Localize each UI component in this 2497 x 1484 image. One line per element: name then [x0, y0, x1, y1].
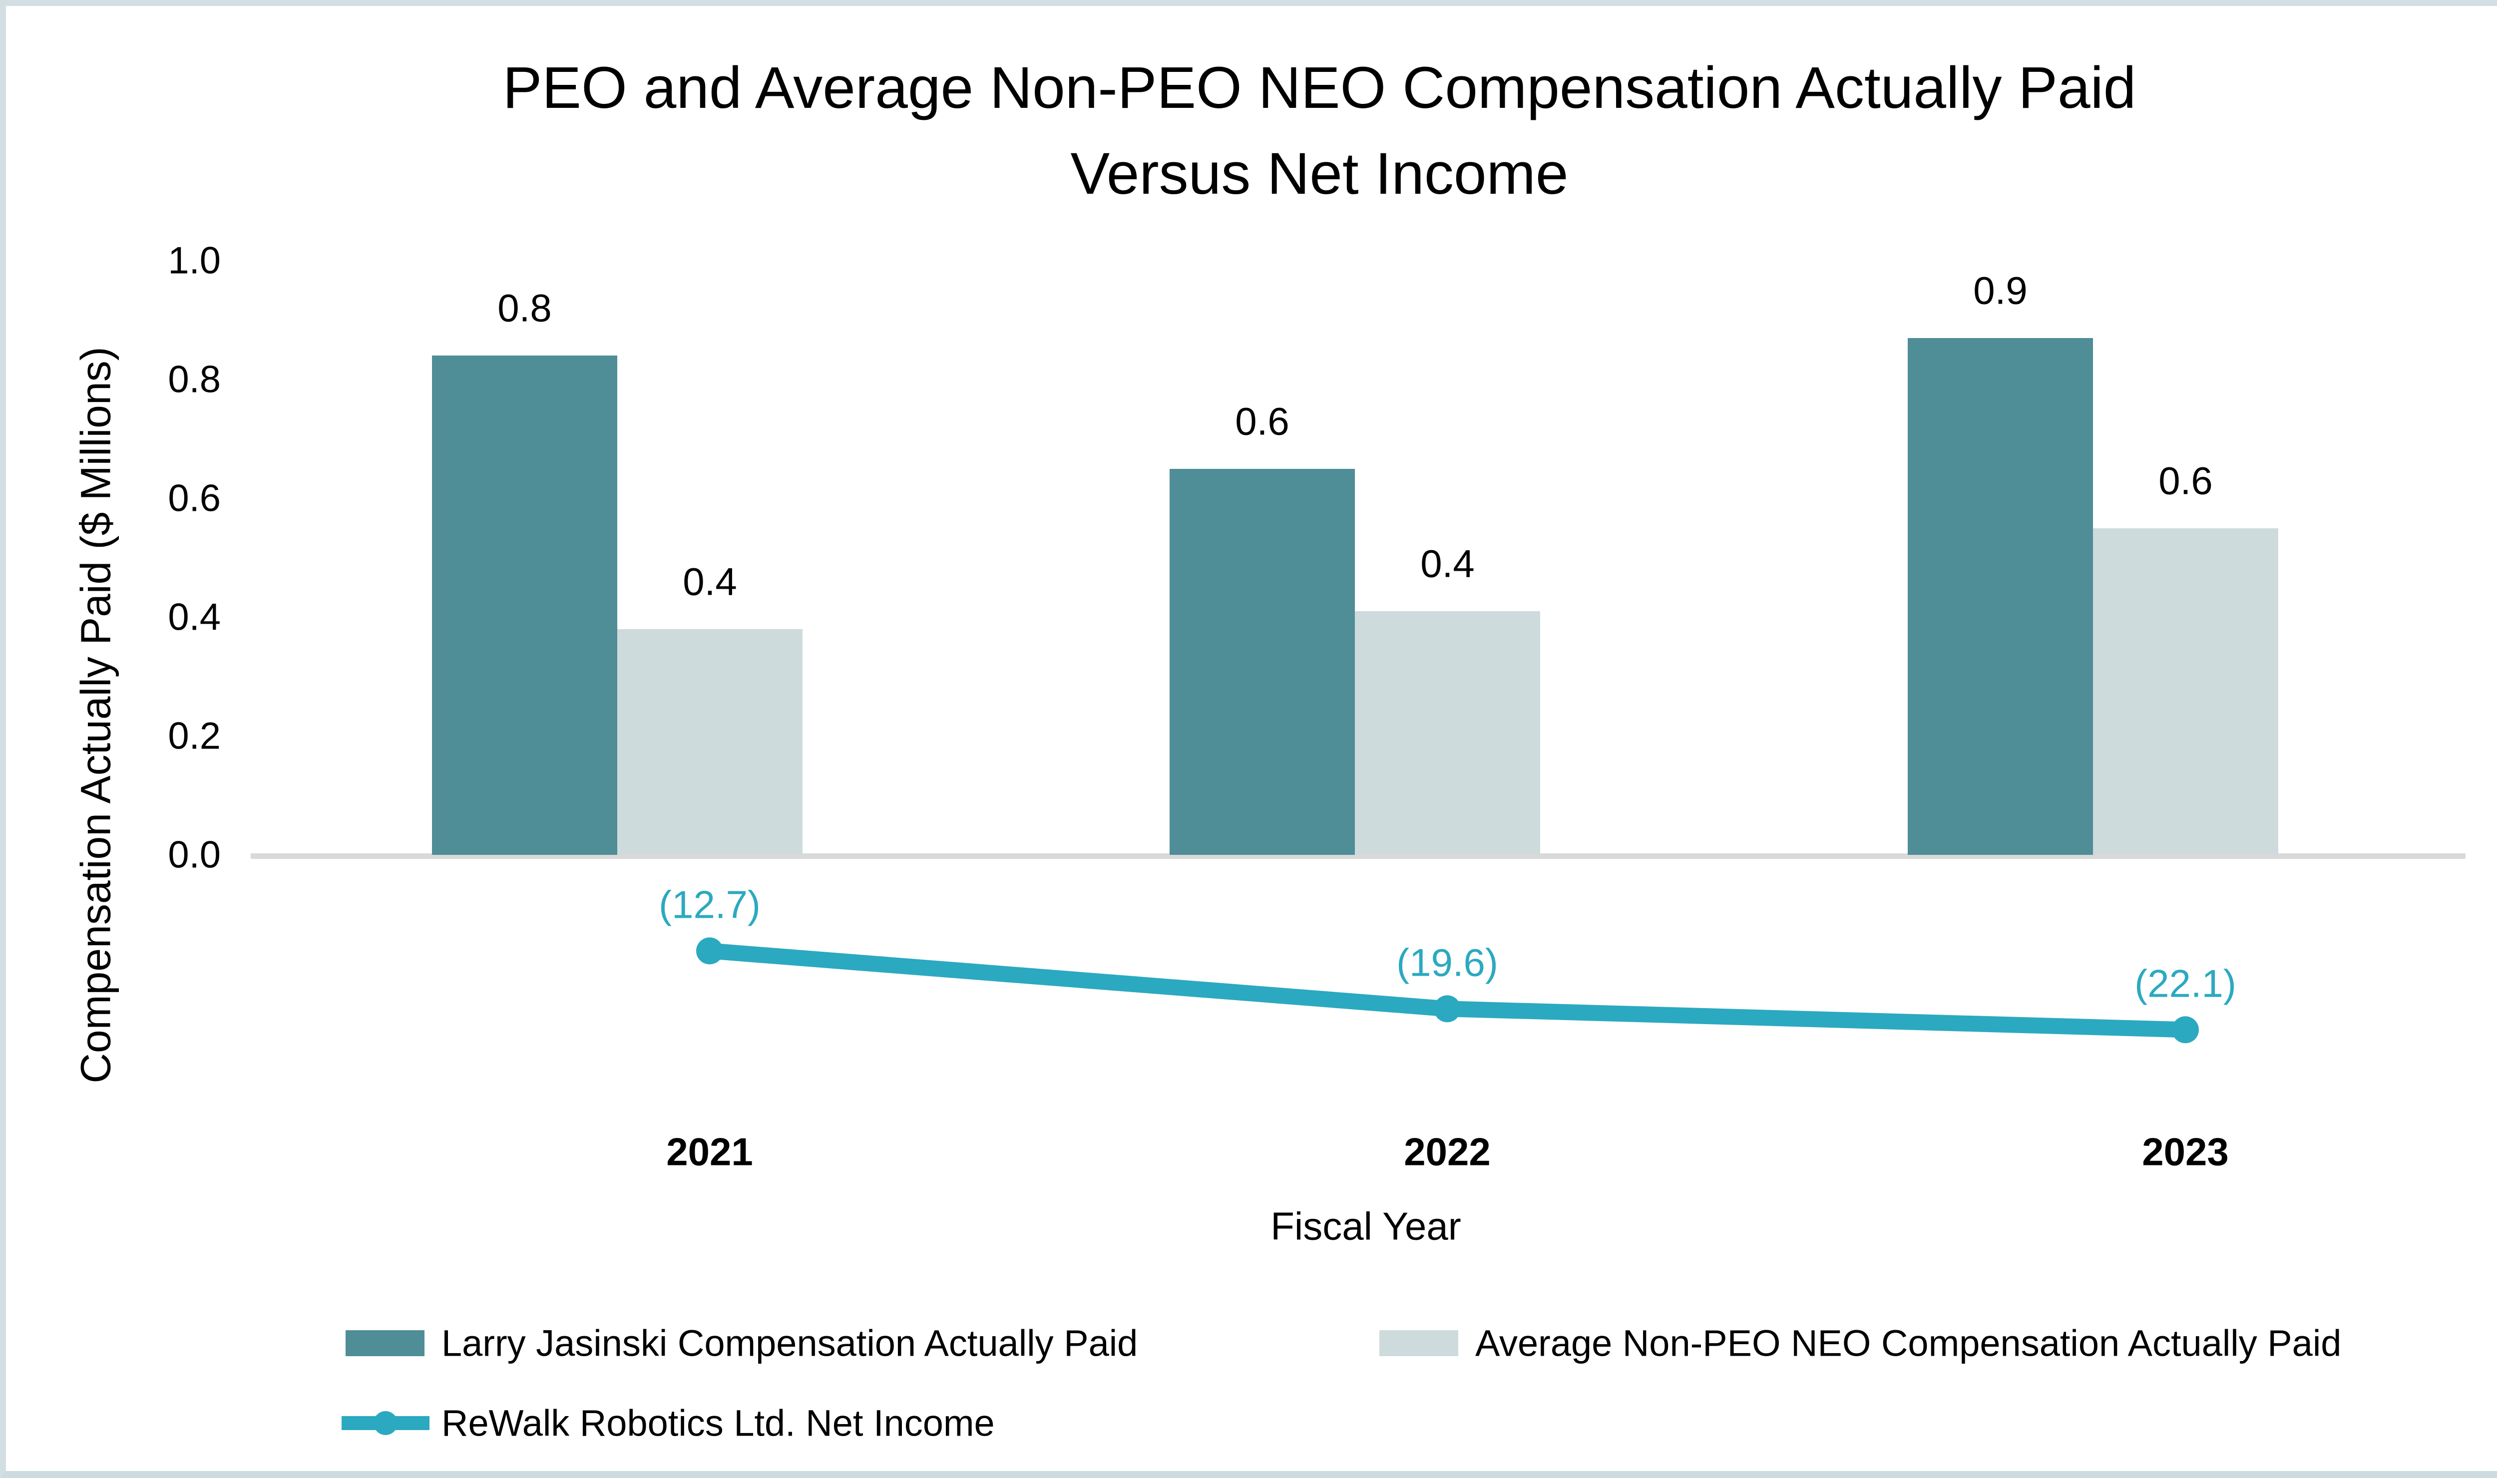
net-income-marker-2023 — [2172, 1016, 2199, 1044]
left-axis-tick-0.8: 0.8 — [168, 358, 221, 401]
legend-swatch-nonpeo — [1379, 1330, 1458, 1356]
zero-baseline-gridline — [251, 853, 2466, 859]
chart-title-line2: Versus Net Income — [1070, 141, 1569, 207]
legend-swatch-peo — [346, 1330, 424, 1356]
left-axis-tick-1.0: 1.0 — [168, 239, 221, 282]
right-axis-tick-0: 0 — [2496, 823, 2497, 866]
line-label-2023: (22.1) — [2134, 961, 2236, 1006]
bar-peo-2021 — [432, 356, 617, 855]
line-label-2022: (19.6) — [1396, 940, 1498, 985]
bar-label-nonpeo-2022: 0.4 — [1420, 541, 1475, 586]
net-income-marker-2022 — [1434, 995, 1461, 1023]
net-income-marker-2021 — [696, 937, 723, 965]
right-axis-tick-neg20neg: (20) — [2496, 991, 2497, 1034]
left-axis-tick-0.4: 0.4 — [168, 596, 221, 639]
x-axis-label-2022: 2022 — [1404, 1129, 1491, 1174]
right-axis-tick-neg30neg: (30) — [2496, 1075, 2497, 1118]
bar-nonpeo-2022 — [1355, 611, 1540, 855]
left-axis-tick-0.2: 0.2 — [168, 715, 221, 757]
bar-label-peo-2022: 0.6 — [1235, 399, 1289, 443]
right-axis-tick-neg10neg: (10) — [2496, 907, 2497, 950]
line-label-2021: (12.7) — [659, 882, 761, 927]
bar-nonpeo-2021 — [617, 629, 803, 855]
left-axis-tick-0.6: 0.6 — [168, 477, 221, 520]
x-axis-label-2021: 2021 — [666, 1129, 753, 1174]
left-axis-tick-0.0: 0.0 — [168, 833, 221, 876]
bar-label-peo-2023: 0.9 — [1973, 268, 2028, 313]
chart-title: PEO and Average Non-PEO NEO Compensation… — [6, 45, 2497, 217]
legend-label-peo: Larry Jasinski Compensation Actually Pai… — [441, 1322, 1138, 1364]
legend-label-nonpeo: Average Non-PEO NEO Compensation Actuall… — [1475, 1322, 2342, 1364]
bar-nonpeo-2023 — [2093, 528, 2278, 855]
chart-title-line1: PEO and Average Non-PEO NEO Compensation… — [502, 55, 2136, 121]
bar-label-nonpeo-2021: 0.4 — [683, 559, 737, 604]
x-axis-label-2023: 2023 — [2142, 1129, 2229, 1174]
bar-peo-2023 — [1908, 338, 2093, 855]
bar-label-peo-2021: 0.8 — [497, 286, 552, 330]
bar-label-nonpeo-2023: 0.6 — [2158, 458, 2213, 502]
legend-label-net-income: ReWalk Robotics Ltd. Net Income — [441, 1402, 995, 1444]
legend-line-marker-dot — [374, 1411, 398, 1435]
x-axis-title: Fiscal Year — [1270, 1204, 1461, 1248]
bar-peo-2022 — [1170, 468, 1355, 855]
